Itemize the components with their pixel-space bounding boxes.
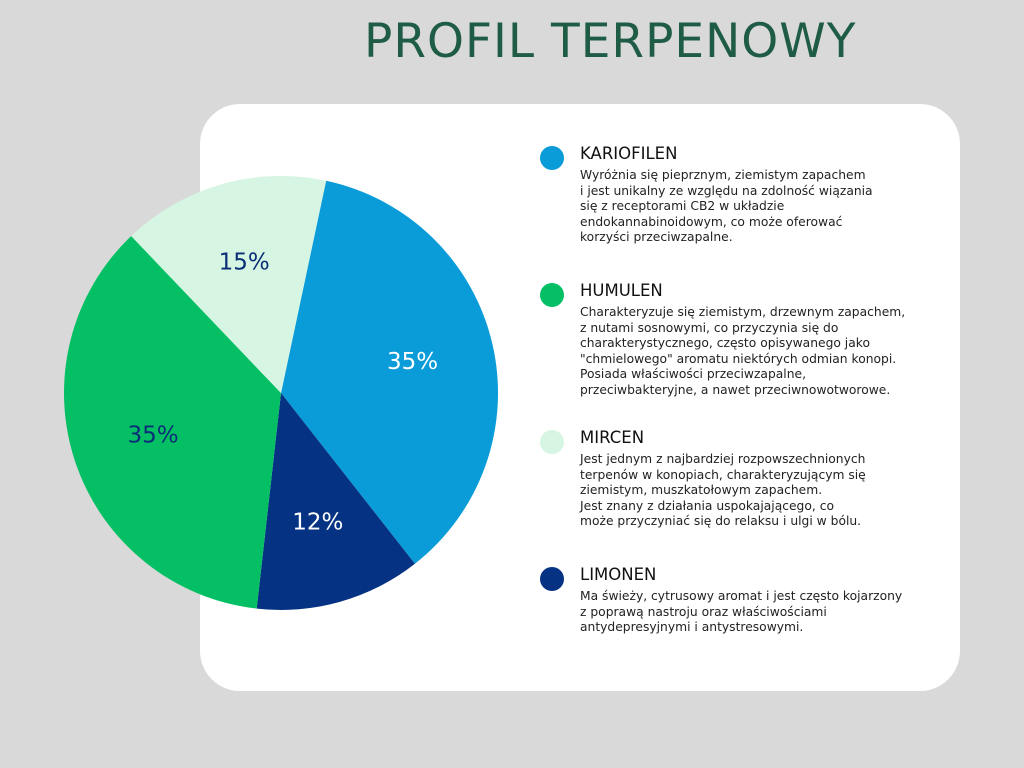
legend-description-line: charakterystycznego, często opisywanego … xyxy=(580,336,870,350)
legend-description-line: ziemistym, muszkatołowym zapachem. xyxy=(580,483,823,497)
legend-name-limonen: LIMONEN xyxy=(580,565,657,584)
legend-description-line: korzyści przeciwzapalne. xyxy=(580,230,733,244)
legend-description-line: endokannabinoidowym, co może oferować xyxy=(580,214,843,229)
legend-description-line: terpenów w konopiach, charakteryzującym … xyxy=(580,467,866,482)
slice-label-kariofilen: 35% xyxy=(387,349,438,375)
legend-name-mircen: MIRCEN xyxy=(580,428,645,447)
legend-description-kariofilen: Wyróżnia się pieprznym, ziemistym zapach… xyxy=(580,168,940,246)
legend-name-humulen: HUMULEN xyxy=(580,281,663,300)
legend-swatch-mircen xyxy=(540,430,564,454)
pie-slice-humulen xyxy=(64,236,281,609)
pie-slice-mircen xyxy=(131,175,327,393)
legend-description-mircen: Jest jednym z najbardziej rozpowszechnio… xyxy=(580,452,940,530)
legend-description-line: przeciwbakteryjne, a nawet przeciwnowotw… xyxy=(580,382,891,397)
legend-description-line: Ma świeży, cytrusowy aromat i jest częst… xyxy=(580,589,903,603)
legend-description-line: Wyróżnia się pieprznym, ziemistym zapach… xyxy=(580,168,866,182)
legend-description-line: "chmielowego" aromatu niektórych odmian … xyxy=(580,351,897,366)
legend-description-line: Posiada właściwości przeciwzapalne, xyxy=(580,367,806,381)
legend-description-humulen: Charakteryzuje się ziemistym, drzewnym z… xyxy=(580,305,940,398)
legend-name-kariofilen: KARIOFILEN xyxy=(580,144,678,163)
legend-description-line: Charakteryzuje się ziemistym, drzewnym z… xyxy=(580,305,906,319)
legend-description-line: może przyczyniać się do relaksu i ulgi w… xyxy=(580,514,862,528)
legend-description-line: antydepresyjnymi i antystresowymi. xyxy=(580,620,804,634)
slice-label-humulen: 35% xyxy=(128,423,179,449)
legend-description-line: i jest unikalny ze względu na zdolność w… xyxy=(580,183,873,198)
legend-description-line: z nutami sosnowymi, co przyczynia się do xyxy=(580,320,839,335)
legend-description-line: się z receptorami CB2 w układzie xyxy=(580,199,785,213)
legend-description-line: Jest znany z działania uspokajającego, c… xyxy=(580,498,834,513)
legend-swatch-kariofilen xyxy=(540,146,564,170)
legend-description-line: Jest jednym z najbardziej rozpowszechnio… xyxy=(580,452,866,466)
page-title: PROFIL TERPENOWY xyxy=(364,14,857,69)
slice-label-mircen: 15% xyxy=(219,250,270,276)
pie-slice-limonen xyxy=(256,393,415,610)
pie-slice-kariofilen xyxy=(281,180,499,564)
legend-description-limonen: Ma świeży, cytrusowy aromat i jest częst… xyxy=(580,589,940,636)
legend-swatch-limonen xyxy=(540,567,564,591)
legend-swatch-humulen xyxy=(540,283,564,307)
slice-label-limonen: 12% xyxy=(292,509,343,535)
legend-description-line: z poprawą nastroju oraz właściwościami xyxy=(580,604,827,619)
